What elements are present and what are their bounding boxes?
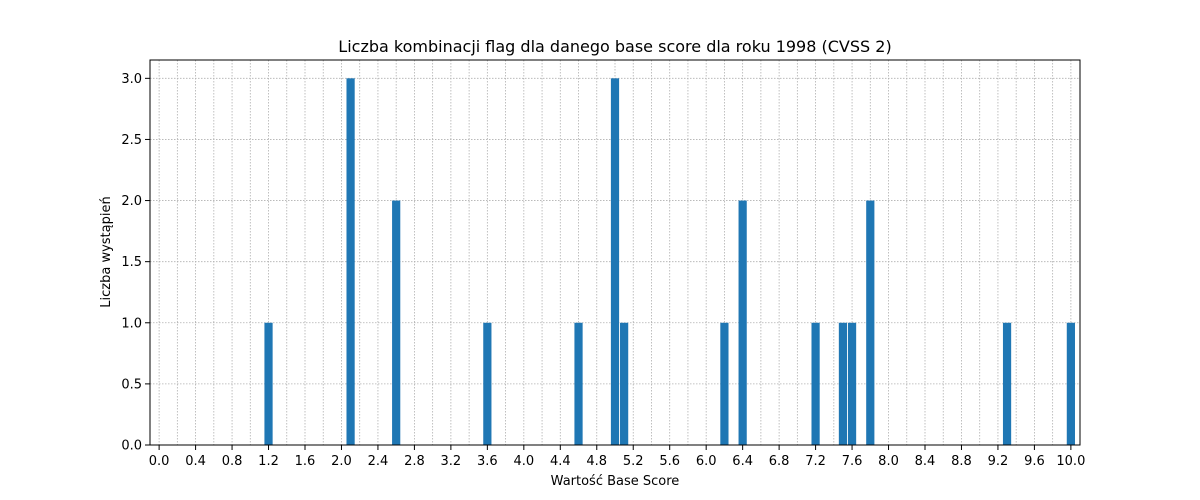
x-tick-label: 1.6 xyxy=(295,454,316,469)
bar xyxy=(620,322,629,445)
y-tick-label: 3.0 xyxy=(121,72,142,87)
x-tick-label: 1.2 xyxy=(258,454,279,469)
bar xyxy=(847,322,857,445)
bar xyxy=(574,322,583,445)
y-tick-label: 2.5 xyxy=(121,133,142,148)
x-tick-label: 3.2 xyxy=(441,454,462,469)
x-tick-label: 4.4 xyxy=(550,454,571,469)
bar xyxy=(346,78,355,445)
bar xyxy=(838,322,848,445)
x-tick-label: 2.4 xyxy=(368,454,389,469)
x-tick-label: 9.6 xyxy=(1024,454,1045,469)
bar xyxy=(738,200,747,445)
chart-title: Liczba kombinacji flag dla danego base s… xyxy=(338,37,891,56)
x-tick-label: 9.2 xyxy=(988,454,1009,469)
x-tick-label: 7.2 xyxy=(805,454,826,469)
x-tick-label: 8.0 xyxy=(878,454,899,469)
y-tick-label: 2.0 xyxy=(121,194,142,209)
bar xyxy=(610,78,620,445)
bar xyxy=(866,200,875,445)
y-tick-label: 1.0 xyxy=(121,316,142,331)
bar xyxy=(1002,322,1012,445)
bar xyxy=(811,322,820,445)
bar xyxy=(720,322,729,445)
bar xyxy=(392,200,401,445)
x-tick-label: 8.8 xyxy=(951,454,972,469)
x-tick-label: 0.0 xyxy=(149,454,170,469)
x-tick-label: 7.6 xyxy=(842,454,863,469)
bar xyxy=(483,322,492,445)
bar xyxy=(264,322,273,445)
y-tick-label: 0.5 xyxy=(121,377,142,392)
x-tick-label: 10.0 xyxy=(1056,454,1085,469)
y-axis-label: Liczba wystąpień xyxy=(99,196,114,307)
x-tick-label: 5.6 xyxy=(659,454,680,469)
x-tick-label: 6.8 xyxy=(769,454,790,469)
x-axis-label: Wartość Base Score xyxy=(551,474,680,489)
bar xyxy=(1066,322,1075,445)
x-tick-label: 6.0 xyxy=(696,454,717,469)
x-tick-label: 2.0 xyxy=(331,454,352,469)
y-ticks: 0.0 0.5 1.0 1.5 2.0 2.5 3.0 xyxy=(121,72,150,454)
x-tick-label: 0.8 xyxy=(222,454,243,469)
x-tick-label: 8.4 xyxy=(915,454,936,469)
x-ticks: 0.0 0.4 0.8 1.2 1.6 2.0 2.4 2.8 3.2 3.6 4.0 4.4 4.8 5… xyxy=(149,445,1085,469)
bars xyxy=(264,78,1075,445)
y-tick-label: 1.5 xyxy=(121,255,142,270)
x-tick-label: 4.0 xyxy=(513,454,534,469)
grid xyxy=(150,60,1080,446)
y-tick-label: 0.0 xyxy=(121,439,142,454)
x-tick-label: 5.2 xyxy=(623,454,644,469)
x-tick-label: 0.4 xyxy=(185,454,206,469)
plot-frame xyxy=(149,59,1081,446)
x-tick-label: 2.8 xyxy=(404,454,425,469)
x-tick-label: 6.4 xyxy=(732,454,753,469)
x-tick-label: 3.6 xyxy=(477,454,498,469)
x-tick-label: 4.8 xyxy=(586,454,607,469)
